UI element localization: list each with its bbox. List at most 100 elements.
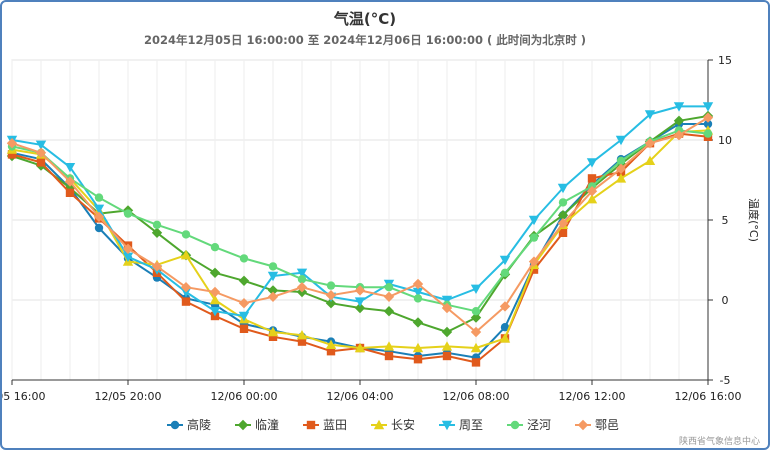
data-point: [123, 209, 133, 218]
data-point: [268, 262, 278, 271]
legend-marker: [170, 420, 180, 430]
data-point: [296, 282, 308, 293]
data-point: [441, 302, 453, 314]
data-point: [180, 287, 192, 298]
data-point: [673, 115, 685, 126]
legend: 高陵 临潼 蓝田 长安 周至 泾河 鄠邑: [167, 417, 619, 432]
y-tick-label: 10: [718, 134, 732, 147]
data-point: [500, 323, 510, 332]
x-tick-label: 12/05 16:00: [2, 390, 45, 403]
data-point: [209, 286, 221, 298]
legend-label: 蓝田: [323, 418, 347, 432]
data-point: [644, 155, 656, 165]
data-point: [94, 223, 104, 233]
data-point: [615, 135, 627, 146]
data-point: [180, 282, 192, 293]
data-point: [616, 156, 626, 165]
series-7: [6, 112, 714, 338]
data-point: [412, 278, 424, 290]
data-point: [354, 302, 366, 314]
data-point: [238, 298, 250, 309]
data-point: [354, 297, 366, 307]
data-point: [326, 281, 336, 290]
data-point: [384, 283, 394, 292]
data-point: [703, 119, 713, 129]
data-point: [557, 183, 569, 194]
data-point: [64, 182, 76, 194]
data-point: [152, 220, 162, 229]
data-point: [470, 326, 482, 338]
data-point: [615, 163, 627, 174]
data-point: [383, 291, 395, 302]
data-point: [297, 275, 307, 284]
data-point: [384, 351, 394, 361]
data-point: [703, 129, 713, 138]
data-point: [93, 211, 105, 222]
legend-item: 蓝田: [303, 418, 347, 432]
data-point: [471, 307, 481, 316]
data-point: [441, 295, 453, 306]
x-tick-label: 12/05 20:00: [95, 390, 162, 403]
data-point: [181, 297, 191, 306]
data-point: [412, 287, 424, 298]
legend-marker: [441, 420, 453, 431]
data-point: [238, 275, 250, 286]
data-point: [586, 158, 598, 168]
data-point: [326, 347, 336, 356]
data-point: [296, 268, 308, 278]
data-point: [151, 261, 163, 272]
data-point: [557, 210, 569, 221]
x-tick-label: 12/06 04:00: [327, 390, 394, 403]
legend-label: 长安: [391, 417, 415, 432]
data-point: [209, 267, 221, 278]
data-point: [529, 233, 539, 242]
data-point: [499, 301, 511, 312]
chart-title: 气温(°C): [333, 10, 396, 28]
series-lines: [6, 102, 714, 367]
data-point: [557, 218, 569, 229]
data-point: [499, 255, 511, 266]
legend-marker: [306, 420, 316, 430]
data-point: [64, 176, 76, 187]
data-point: [64, 163, 76, 173]
data-point: [383, 306, 395, 317]
data-point: [470, 284, 482, 294]
data-point: [239, 254, 249, 263]
data-point: [297, 337, 307, 346]
data-point: [325, 298, 337, 309]
x-tick-label: 12/06 12:00: [559, 390, 626, 403]
data-point: [296, 330, 308, 340]
data-point: [267, 285, 279, 296]
data-point: [673, 102, 685, 112]
legend-item: 周至: [439, 418, 483, 432]
legend-marker: [237, 419, 249, 431]
data-point: [354, 342, 366, 353]
data-point: [325, 339, 337, 349]
grid: [11, 59, 709, 381]
data-point: [413, 294, 423, 303]
credit-label: 陕西省气象信息中心: [679, 435, 760, 447]
data-point: [558, 228, 568, 237]
legend-item: 临潼: [235, 417, 279, 432]
data-point: [558, 198, 568, 207]
data-point: [94, 193, 104, 202]
data-point: [442, 351, 452, 361]
y-tick-label: 0: [722, 294, 729, 307]
data-point: [441, 341, 453, 351]
data-point: [65, 188, 75, 197]
legend-item: 高陵: [167, 417, 211, 432]
x-tick-label: 12/06 00:00: [211, 390, 278, 403]
legend-item: 长安: [371, 417, 415, 432]
legend-label: 泾河: [527, 418, 551, 432]
data-point: [702, 102, 714, 112]
data-point: [151, 227, 163, 238]
data-point: [528, 256, 540, 267]
data-point: [267, 326, 279, 337]
legend-item: 鄠邑: [575, 418, 619, 432]
data-point: [35, 140, 47, 150]
data-point: [673, 130, 685, 141]
data-point: [209, 294, 221, 305]
data-point: [383, 341, 395, 351]
